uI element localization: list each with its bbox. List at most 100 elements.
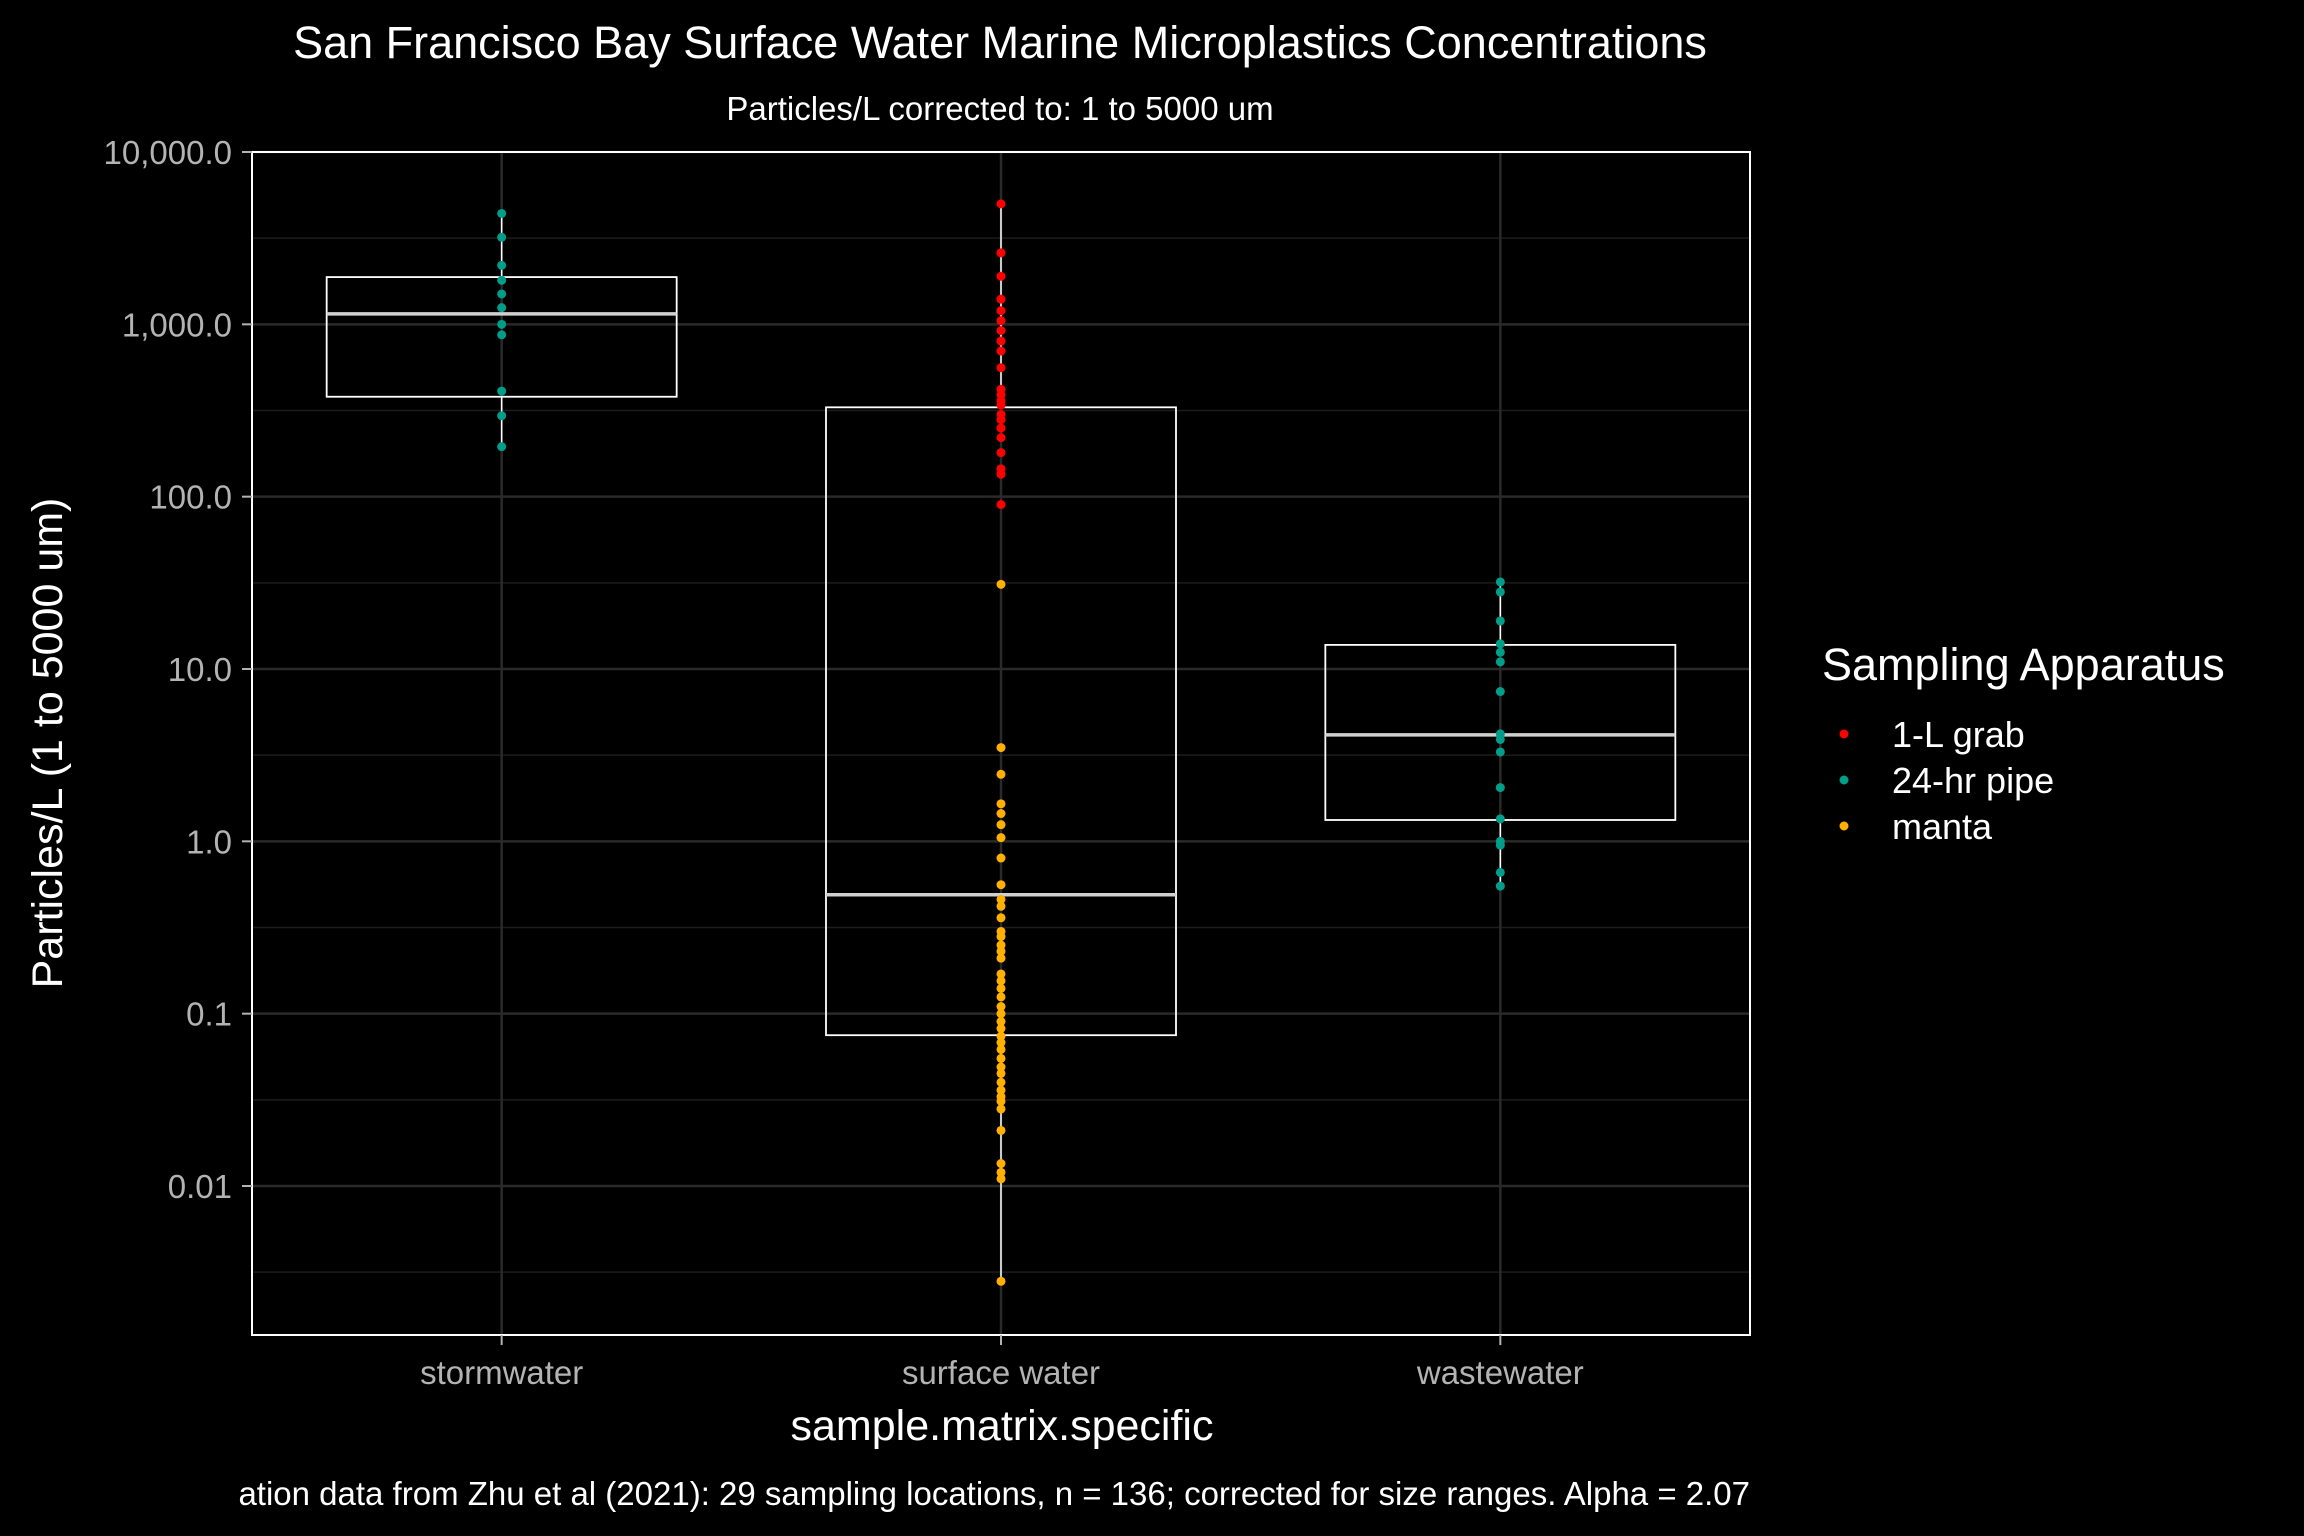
data-point (497, 289, 507, 299)
y-tick-label: 100.0 (149, 479, 232, 516)
x-axis: stormwater surface water wastewater (420, 1335, 1584, 1391)
data-point (1495, 867, 1505, 877)
legend-title: Sampling Apparatus (1822, 639, 2225, 690)
y-tick-label: 10,000.0 (104, 134, 232, 171)
data-point (996, 1077, 1006, 1087)
data-point (996, 913, 1006, 923)
legend-label: manta (1892, 806, 1993, 847)
data-point (996, 363, 1006, 373)
data-point (1495, 881, 1505, 891)
data-point (996, 969, 1006, 979)
data-point (996, 1125, 1006, 1135)
data-point (1495, 587, 1505, 597)
x-axis-title: sample.matrix.specific (791, 1402, 1214, 1450)
data-point (996, 1104, 1006, 1114)
data-point (996, 894, 1006, 904)
data-point (996, 248, 1006, 258)
data-point (996, 346, 1006, 356)
data-point (996, 1044, 1006, 1054)
data-point (1495, 783, 1505, 793)
data-point (996, 1276, 1006, 1286)
data-point (1495, 639, 1505, 649)
data-point (996, 901, 1006, 911)
data-point (996, 833, 1006, 843)
data-point (497, 319, 507, 329)
data-point (996, 199, 1006, 209)
data-point (996, 976, 1006, 986)
data-point (497, 208, 507, 218)
data-point (996, 953, 1006, 963)
data-point (996, 1062, 1006, 1072)
data-point (497, 303, 507, 313)
y-tick-label: 1,000.0 (122, 306, 232, 343)
data-point (996, 579, 1006, 589)
data-point (996, 1159, 1006, 1169)
data-point (497, 275, 507, 285)
y-tick-label: 0.1 (186, 996, 232, 1033)
data-point (1495, 616, 1505, 626)
data-point (1495, 687, 1505, 697)
y-axis-title: Particles/L (1 to 5000 um) (24, 498, 72, 989)
data-point (996, 306, 1006, 316)
x-tick-label: stormwater (420, 1354, 583, 1391)
data-point (996, 1068, 1006, 1078)
chart-title: San Francisco Bay Surface Water Marine M… (293, 17, 1707, 68)
data-point (996, 932, 1006, 942)
data-point (996, 400, 1006, 410)
data-point (996, 433, 1006, 443)
data-point (996, 880, 1006, 890)
legend-items: 1-L grab 24-hr pipe manta (1839, 714, 2054, 847)
data-point (996, 294, 1006, 304)
legend-label: 24-hr pipe (1892, 760, 2054, 801)
data-point (497, 411, 507, 421)
data-points (497, 199, 1505, 1286)
data-point (996, 271, 1006, 281)
x-tick-label: wastewater (1416, 1354, 1584, 1391)
data-point (996, 983, 1006, 993)
data-point (996, 316, 1006, 326)
chart-caption: ation data from Zhu et al (2021): 29 sam… (238, 1475, 1750, 1512)
data-point (996, 415, 1006, 425)
data-point (996, 1053, 1006, 1063)
legend: Sampling Apparatus 1-L grab 24-hr pipe man… (1822, 639, 2225, 847)
data-point (1495, 840, 1505, 850)
data-point (996, 448, 1006, 458)
y-tick-label: 1.0 (186, 823, 232, 860)
data-point (1495, 577, 1505, 587)
data-point (1495, 747, 1505, 757)
data-point (996, 1085, 1006, 1095)
legend-key (1839, 821, 1849, 831)
data-point (996, 336, 1006, 346)
data-point (996, 743, 1006, 753)
y-tick-label: 10.0 (168, 651, 232, 688)
data-point (497, 330, 507, 340)
data-point (996, 809, 1006, 819)
chart-subtitle: Particles/L corrected to: 1 to 5000 um (726, 90, 1273, 127)
data-point (996, 769, 1006, 779)
data-point (1495, 814, 1505, 824)
data-point (996, 820, 1006, 830)
data-point (996, 1031, 1006, 1041)
legend-key (1839, 775, 1849, 785)
data-point (996, 799, 1006, 809)
data-point (996, 1024, 1006, 1034)
data-point (996, 469, 1006, 479)
data-point (497, 260, 507, 270)
data-point (996, 1002, 1006, 1012)
data-point (1495, 734, 1505, 744)
data-point (996, 1038, 1006, 1048)
data-point (996, 853, 1006, 863)
data-point (497, 442, 507, 452)
data-point (996, 1174, 1006, 1184)
data-point (996, 326, 1006, 336)
y-tick-label: 0.01 (168, 1168, 232, 1205)
data-point (996, 1096, 1006, 1106)
legend-label: 1-L grab (1892, 714, 2025, 755)
x-tick-label: surface water (902, 1354, 1100, 1391)
legend-key (1839, 729, 1849, 739)
data-point (1495, 657, 1505, 667)
data-point (996, 992, 1006, 1002)
data-point (996, 423, 1006, 433)
data-point (996, 1009, 1006, 1019)
